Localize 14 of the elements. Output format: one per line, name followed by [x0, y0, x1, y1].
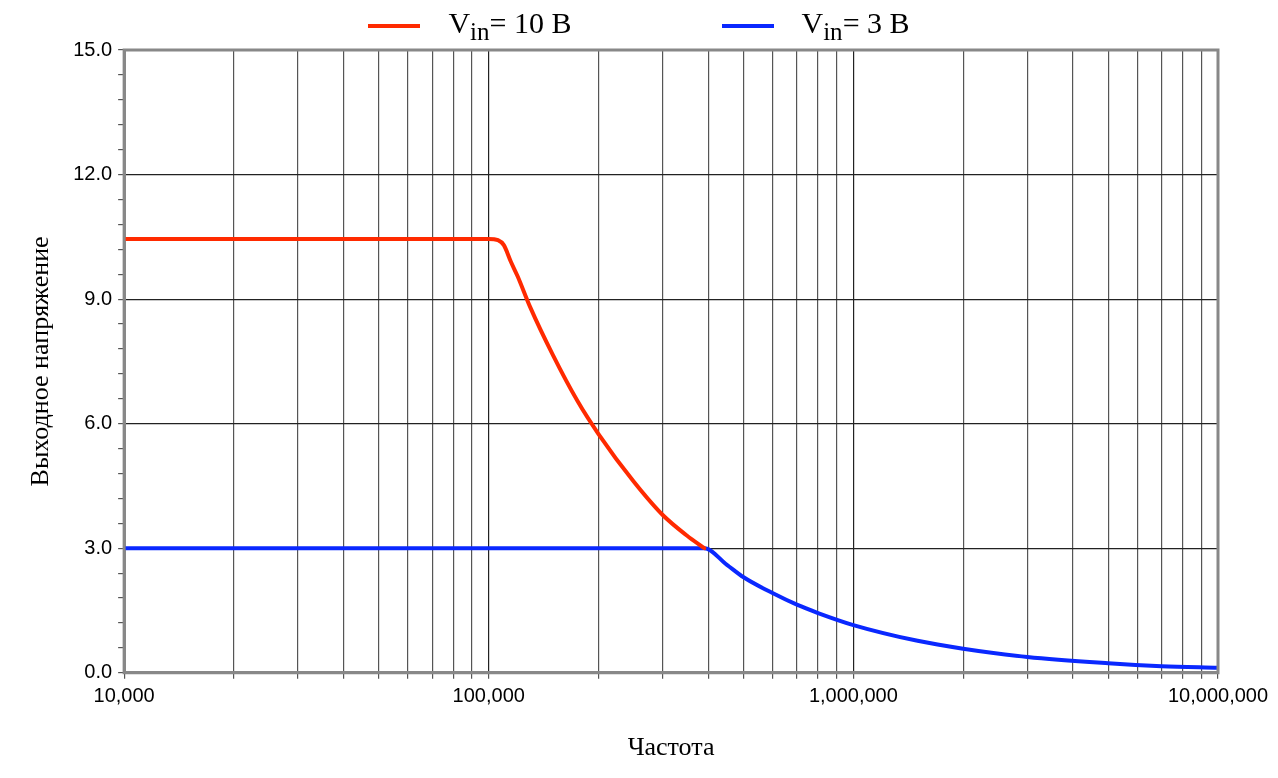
- x-axis-title: Частота: [627, 732, 715, 762]
- y-tick-label: 12.0: [73, 162, 113, 185]
- y-tick-label: 3.0: [84, 535, 113, 558]
- x-tick-label: 10,000,000: [1167, 684, 1269, 707]
- y-tick-label: 6.0: [84, 411, 113, 434]
- y-tick-label: 15.0: [73, 37, 113, 60]
- y-axis-title: Выходное напряжение: [25, 236, 55, 487]
- x-tick-label: 100,000: [452, 684, 525, 707]
- x-tick-label: 10,000: [93, 684, 155, 707]
- y-tick-label: 0.0: [84, 660, 113, 683]
- y-tick-label: 9.0: [84, 286, 113, 309]
- legend-label: V$_{in}$= 3 B: [801, 6, 910, 46]
- legend-label: V$_{in}$= 10 B: [448, 6, 572, 46]
- x-tick-label: 1,000,000: [808, 684, 898, 707]
